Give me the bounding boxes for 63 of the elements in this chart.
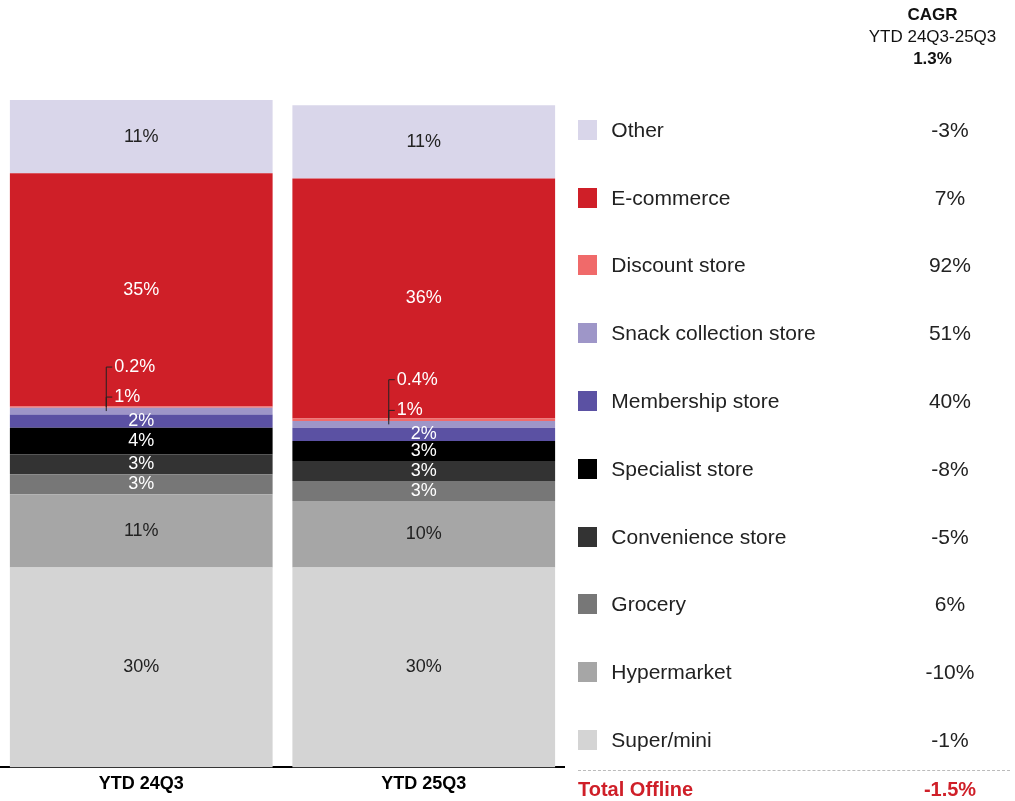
bar [9, 414, 273, 428]
text: 6% [933, 592, 967, 617]
bar [292, 480, 556, 501]
text: 40% [927, 389, 972, 414]
legend-label: Convenience store [611, 524, 788, 549]
legend-label: Hypermarket [611, 660, 733, 685]
data-label: 0.4% [396, 368, 438, 389]
text: -5% [930, 524, 970, 549]
legend-label: E-commerce [611, 185, 732, 210]
bar [9, 100, 273, 174]
bar [9, 427, 273, 455]
data-label: 2% [128, 410, 155, 431]
bar [9, 474, 273, 495]
text: 51% [927, 321, 972, 346]
legend-label: Other [611, 117, 665, 142]
data-label: 3% [128, 453, 155, 474]
x-tick-label: YTD 25Q3 [381, 773, 467, 794]
data-label: 3% [128, 473, 155, 494]
bar [292, 427, 556, 442]
bar [9, 454, 273, 475]
text: -1% [930, 728, 970, 753]
bar [292, 421, 556, 428]
legend-label: Discount store [611, 253, 747, 278]
bar [292, 418, 556, 422]
data-label: 11% [123, 125, 159, 146]
data-label: 36% [405, 287, 442, 308]
bar [292, 567, 556, 768]
bar [9, 494, 273, 568]
data-label: 0.2% [114, 356, 156, 377]
data-label: 10% [405, 523, 442, 544]
text: 7% [933, 185, 967, 210]
data-label: 1% [396, 399, 423, 420]
data-label: 35% [123, 278, 160, 299]
legend-label: Super/mini [611, 728, 713, 753]
text: 92% [927, 253, 972, 278]
text: CAGR [906, 4, 959, 26]
bar [292, 441, 556, 462]
bar [9, 567, 273, 768]
data-label: 11% [406, 130, 442, 151]
data-label: 3% [410, 459, 437, 480]
text: -3% [930, 117, 970, 142]
data-label: 11% [123, 519, 159, 540]
text: -8% [930, 456, 970, 481]
legend-label: Snack collection store [611, 321, 817, 346]
bar [9, 173, 273, 407]
text: Total Offline [578, 778, 695, 801]
data-label: 1% [114, 386, 141, 407]
text: -10% [924, 660, 976, 685]
data-label: 30% [123, 656, 160, 677]
legend-label: Grocery [611, 592, 688, 617]
data-label: 30% [405, 656, 442, 677]
text: -1.5% [922, 778, 978, 801]
legend-label: Membership store [611, 389, 781, 414]
text: 1.3% [912, 48, 953, 70]
bar [292, 461, 556, 481]
data-label: 4% [128, 430, 155, 450]
data-label: 3% [410, 479, 437, 500]
text: YTD 24Q3-25Q3 [867, 26, 998, 48]
x-tick-label: YTD 24Q3 [98, 773, 184, 794]
bar [292, 105, 556, 179]
legend-label: Specialist store [611, 456, 755, 481]
bar [292, 178, 556, 419]
bar [292, 500, 556, 568]
